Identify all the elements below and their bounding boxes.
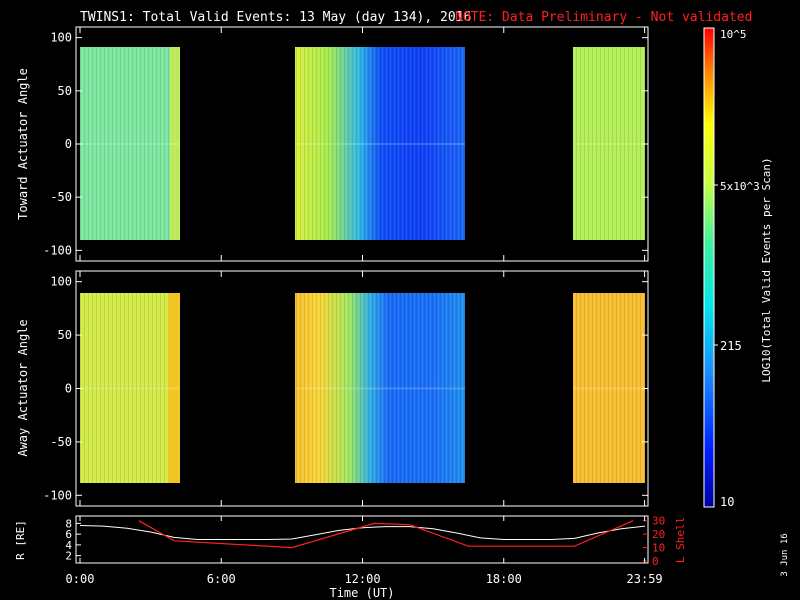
orbit-rtick-label: 30	[652, 515, 665, 528]
away-yticks: -100 -50 0 50 100	[43, 275, 648, 502]
time-tick-label: 23:59	[627, 572, 663, 586]
preliminary-note: NOTE: Data Preliminary - Not validated	[455, 10, 752, 25]
colorbar-ticks	[714, 184, 718, 346]
ytick-label: 0	[65, 382, 72, 396]
ytick-label: 100	[50, 275, 72, 289]
ytick-label: -50	[50, 435, 72, 449]
away-stripes-3	[573, 293, 645, 483]
orbit-rtick-label: 0	[652, 555, 659, 568]
plot-title: TWINS1: Total Valid Events: 13 May (day …	[80, 10, 471, 25]
orbit-right-ylabel: L Shell	[674, 517, 687, 563]
time-tick-label: 6:00	[207, 572, 236, 586]
lshell-line	[138, 520, 634, 549]
toward-edge-1	[170, 47, 180, 240]
date-stamp: 3 Jun 16	[780, 533, 790, 576]
orbit-rtick-label: 20	[652, 528, 665, 541]
time-tick-label: 18:00	[486, 572, 522, 586]
away-stripes-1	[80, 293, 180, 483]
toward-heatmap	[80, 47, 645, 240]
orbit-ytick-label: 6	[65, 528, 72, 541]
orbit-ytick-label: 2	[65, 550, 72, 563]
toward-ylabel: Toward Actuator Angle	[16, 68, 30, 220]
orbit-rtick-label: 10	[652, 542, 665, 555]
toward-stripes-3	[573, 47, 645, 240]
ytick-label: 0	[65, 137, 72, 151]
ytick-label: -100	[43, 243, 72, 257]
radius-line	[79, 525, 646, 540]
away-stripes-2	[295, 293, 465, 483]
colorbar-tick-215: 215	[720, 339, 742, 353]
orbit-ytick-label: 4	[65, 539, 72, 552]
orbit-panel-frame	[75, 515, 649, 564]
ytick-label: 50	[58, 84, 72, 98]
ytick-label: -50	[50, 190, 72, 204]
away-heatmap	[80, 293, 645, 483]
time-tick-label: 12:00	[344, 572, 380, 586]
toward-yticks: -100 -50 0 50 100	[43, 31, 648, 257]
colorbar	[703, 27, 715, 508]
toward-stripes-1	[80, 47, 180, 240]
away-ylabel: Away Actuator Angle	[16, 319, 30, 456]
orbit-left-ylabel: R [RE]	[14, 520, 27, 560]
colorbar-tick-1e5: 10^5	[720, 28, 747, 41]
time-ticks: 0:00 6:00 12:00 18:00 23:59	[66, 27, 663, 586]
toward-stripes-2	[295, 47, 465, 240]
colorbar-label: LOG10(Total Valid Events per Scan)	[760, 157, 773, 382]
ytick-label: 100	[50, 31, 72, 45]
away-edge-1	[168, 293, 180, 483]
colorbar-tick-5e3: 5x10^3	[720, 180, 760, 193]
orbit-ytick-label: 8	[65, 517, 72, 530]
time-axis-label: Time (UT)	[329, 586, 394, 600]
colorbar-tick-10: 10	[720, 495, 734, 509]
ytick-label: -100	[43, 488, 72, 502]
ytick-label: 50	[58, 328, 72, 342]
time-tick-label: 0:00	[66, 572, 95, 586]
